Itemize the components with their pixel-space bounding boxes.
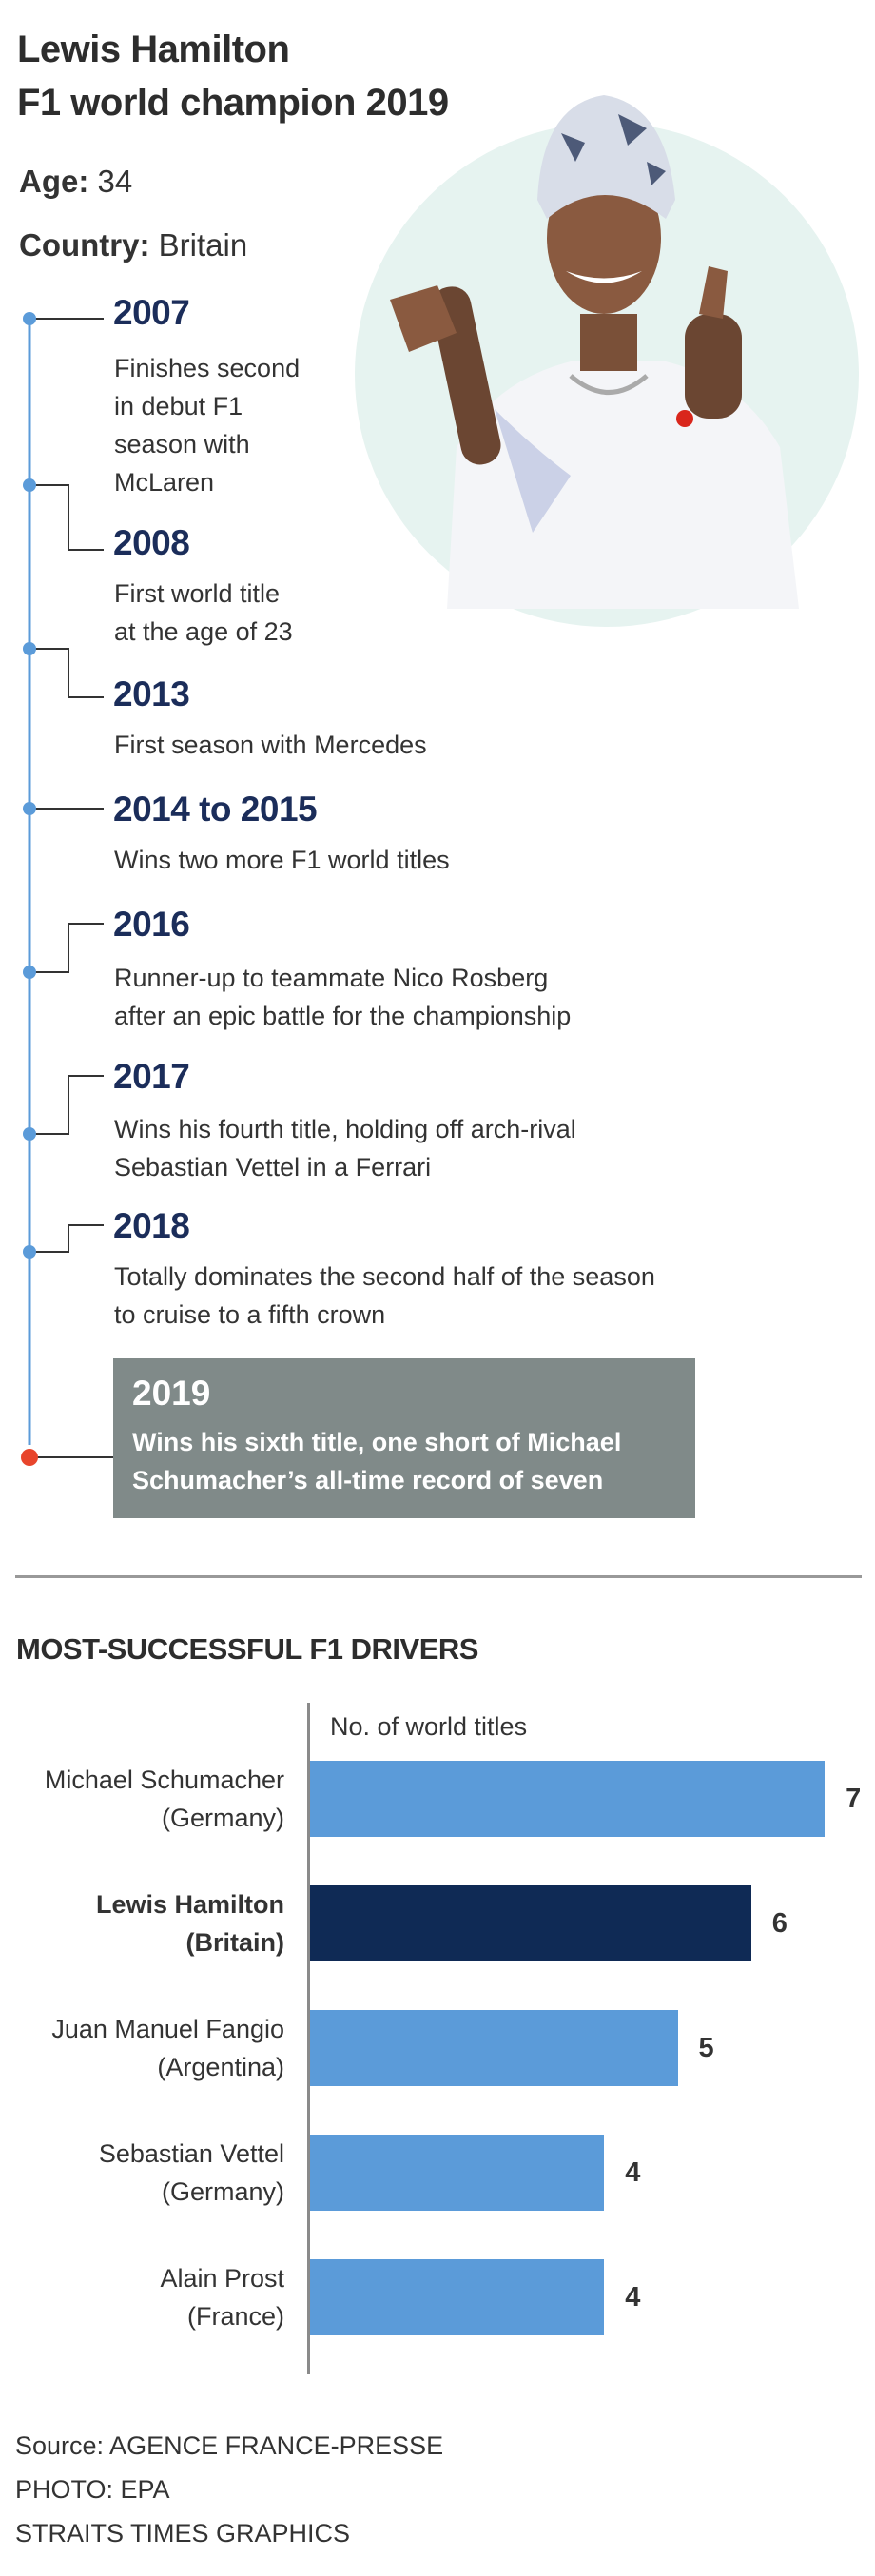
timeline-text-2007: Finishes second in debut F1 season with …: [114, 354, 301, 497]
bar-category-label: Lewis Hamilton (Britain): [95, 1890, 284, 1957]
country-value: Britain: [158, 227, 248, 263]
timeline-dot: [23, 478, 36, 492]
bar-category-label: Michael Schumacher (Germany): [44, 1766, 284, 1832]
timeline-text-2014-2015: Wins two more F1 world titles: [114, 846, 450, 874]
page-title-line1: Lewis Hamilton: [17, 29, 290, 70]
connector-2016: [29, 923, 104, 973]
hamilton-photo: [355, 95, 859, 627]
bar: [310, 1761, 826, 1837]
timeline-year-2008: 2008: [113, 523, 190, 562]
photo-credit: PHOTO: EPA: [15, 2475, 170, 2504]
chart-title: MOST-SUCCESSFUL F1 DRIVERS: [16, 1632, 478, 1666]
timeline-dot: [23, 966, 36, 979]
timeline-year-2014-2015: 2014 to 2015: [113, 790, 318, 829]
bar-value-label: 7: [846, 1784, 862, 1814]
connector-2013: [29, 648, 104, 698]
connector-2018: [29, 1224, 104, 1253]
age-value: 34: [97, 164, 133, 199]
bar-value-label: 5: [698, 2033, 714, 2063]
country-fact: Country: Britain: [19, 229, 247, 261]
bar-category-label: Alain Prost (France): [160, 2264, 284, 2331]
bar: [310, 1885, 751, 1961]
timeline-dot: [23, 642, 36, 655]
bar: [310, 2010, 678, 2086]
timeline-year-2018: 2018: [113, 1206, 190, 1245]
country-label: Country:: [19, 227, 150, 263]
bar-category-label: Sebastian Vettel (Germany): [98, 2139, 284, 2206]
connector-2008: [29, 484, 104, 551]
graphics-credit: STRAITS TIMES GRAPHICS: [15, 2519, 351, 2547]
bar: [310, 2135, 605, 2211]
timeline-dot-current: [21, 1449, 38, 1466]
timeline-dot: [23, 1127, 36, 1141]
timeline-dot: [23, 1245, 36, 1259]
timeline-year-2013: 2013: [113, 674, 190, 713]
age-fact: Age: 34: [19, 166, 132, 197]
bar-value-label: 4: [625, 2157, 641, 2188]
bar-value-label: 6: [771, 1908, 788, 1939]
timeline-lines: [21, 312, 113, 1466]
source-note: Source: AGENCE FRANCE-PRESSE: [15, 2431, 444, 2460]
page-title-line2: F1 world champion 2019: [17, 82, 449, 124]
timeline-dot: [23, 802, 36, 815]
age-label: Age:: [19, 164, 89, 199]
timeline-year-2017: 2017: [113, 1057, 190, 1096]
timeline-text-2017: Wins his fourth title, holding off arch-…: [114, 1115, 576, 1181]
timeline-year-2007: 2007: [113, 293, 190, 332]
bar-value-label: 4: [625, 2282, 641, 2313]
connector-2017: [29, 1075, 104, 1135]
timeline-text-2013: First season with Mercedes: [114, 731, 427, 759]
timeline-highlight-2019: 2019 Wins his sixth title, one short of …: [113, 1358, 695, 1518]
timeline-dot: [23, 312, 36, 325]
bar: [310, 2259, 605, 2335]
chart-axis-line: [307, 1703, 310, 2374]
person-illustration: [390, 95, 799, 609]
bar-category-label: Juan Manuel Fangio (Argentina): [51, 2015, 284, 2081]
timeline-year-2019: 2019: [132, 1374, 211, 1413]
timeline-year-2016: 2016: [113, 905, 190, 944]
timeline-text-2018: Totally dominates the second half of the…: [114, 1262, 655, 1329]
timeline-text-2019: Wins his sixth title, one short of Micha…: [132, 1428, 622, 1494]
x-axis-label: No. of world titles: [330, 1712, 528, 1741]
section-divider: [15, 1575, 862, 1578]
timeline-text-2008: First world title at the age of 23: [114, 579, 293, 646]
timeline-text-2016: Runner-up to teammate Nico Rosberg after…: [114, 964, 572, 1030]
